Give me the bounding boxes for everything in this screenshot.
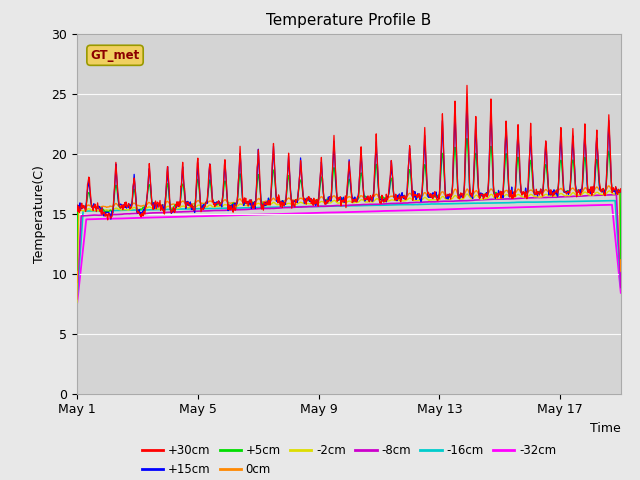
-8cm bbox=[513, 196, 520, 202]
-2cm bbox=[605, 188, 613, 194]
+30cm bbox=[617, 186, 625, 192]
+30cm bbox=[463, 83, 471, 88]
Text: GT_met: GT_met bbox=[90, 49, 140, 62]
Line: 0cm: 0cm bbox=[77, 186, 621, 282]
-2cm bbox=[73, 300, 81, 305]
-16cm bbox=[611, 198, 619, 204]
+30cm bbox=[73, 206, 81, 212]
0cm bbox=[513, 189, 520, 195]
0cm bbox=[300, 196, 308, 202]
-2cm bbox=[617, 258, 625, 264]
Line: +5cm: +5cm bbox=[77, 139, 621, 270]
-32cm bbox=[73, 304, 81, 310]
0cm bbox=[73, 279, 81, 285]
+15cm bbox=[73, 205, 81, 211]
-8cm bbox=[73, 296, 81, 302]
-8cm bbox=[617, 285, 625, 290]
0cm bbox=[201, 200, 209, 206]
-2cm bbox=[201, 204, 209, 210]
+5cm bbox=[271, 177, 278, 183]
Line: +15cm: +15cm bbox=[77, 97, 621, 219]
+15cm bbox=[93, 205, 100, 211]
-16cm bbox=[513, 200, 520, 205]
-16cm bbox=[201, 206, 209, 212]
0cm bbox=[93, 204, 100, 210]
+30cm bbox=[271, 180, 279, 185]
+30cm bbox=[301, 196, 308, 202]
-8cm bbox=[201, 208, 209, 214]
Line: -8cm: -8cm bbox=[77, 195, 621, 299]
+30cm bbox=[202, 203, 209, 209]
+5cm bbox=[617, 256, 625, 262]
-32cm bbox=[201, 213, 209, 219]
+5cm bbox=[463, 136, 471, 142]
-8cm bbox=[93, 212, 100, 218]
+5cm bbox=[73, 267, 81, 273]
-32cm bbox=[381, 208, 389, 214]
+15cm bbox=[301, 200, 308, 206]
Line: -32cm: -32cm bbox=[77, 205, 621, 307]
+15cm bbox=[617, 189, 625, 195]
-32cm bbox=[608, 202, 616, 208]
+15cm bbox=[271, 178, 279, 184]
+5cm bbox=[381, 195, 389, 201]
0cm bbox=[271, 196, 278, 202]
-32cm bbox=[300, 210, 308, 216]
-32cm bbox=[513, 204, 520, 210]
+15cm bbox=[382, 197, 390, 203]
-8cm bbox=[611, 192, 618, 198]
0cm bbox=[617, 268, 625, 274]
-8cm bbox=[271, 205, 278, 211]
+15cm bbox=[107, 216, 115, 222]
+15cm bbox=[463, 94, 471, 100]
+5cm bbox=[513, 166, 520, 172]
-16cm bbox=[617, 285, 625, 290]
+30cm bbox=[513, 138, 521, 144]
-2cm bbox=[513, 193, 520, 199]
-32cm bbox=[93, 216, 100, 222]
-8cm bbox=[300, 204, 308, 210]
+5cm bbox=[201, 202, 209, 208]
-16cm bbox=[381, 202, 389, 208]
Line: +30cm: +30cm bbox=[77, 85, 621, 220]
+5cm bbox=[93, 204, 100, 210]
+5cm bbox=[300, 196, 308, 202]
-2cm bbox=[381, 199, 389, 204]
-16cm bbox=[300, 204, 308, 210]
+30cm bbox=[104, 217, 111, 223]
-16cm bbox=[73, 300, 81, 305]
+30cm bbox=[382, 199, 390, 204]
-16cm bbox=[93, 208, 100, 214]
Line: -16cm: -16cm bbox=[77, 201, 621, 302]
-32cm bbox=[271, 211, 278, 217]
-2cm bbox=[300, 201, 308, 206]
Y-axis label: Temperature(C): Temperature(C) bbox=[33, 165, 45, 263]
0cm bbox=[381, 195, 389, 201]
+30cm bbox=[93, 209, 100, 215]
-2cm bbox=[93, 208, 100, 214]
Legend: +30cm, +15cm, +5cm, 0cm, -2cm, -8cm, -16cm, -32cm: +30cm, +15cm, +5cm, 0cm, -2cm, -8cm, -16… bbox=[137, 439, 561, 480]
-8cm bbox=[381, 201, 389, 207]
-16cm bbox=[271, 204, 278, 210]
+15cm bbox=[202, 201, 209, 206]
X-axis label: Time: Time bbox=[590, 422, 621, 435]
-2cm bbox=[271, 200, 278, 206]
Line: -2cm: -2cm bbox=[77, 191, 621, 302]
0cm bbox=[604, 183, 612, 189]
-32cm bbox=[617, 290, 625, 296]
+15cm bbox=[513, 139, 521, 144]
Title: Temperature Profile B: Temperature Profile B bbox=[266, 13, 431, 28]
